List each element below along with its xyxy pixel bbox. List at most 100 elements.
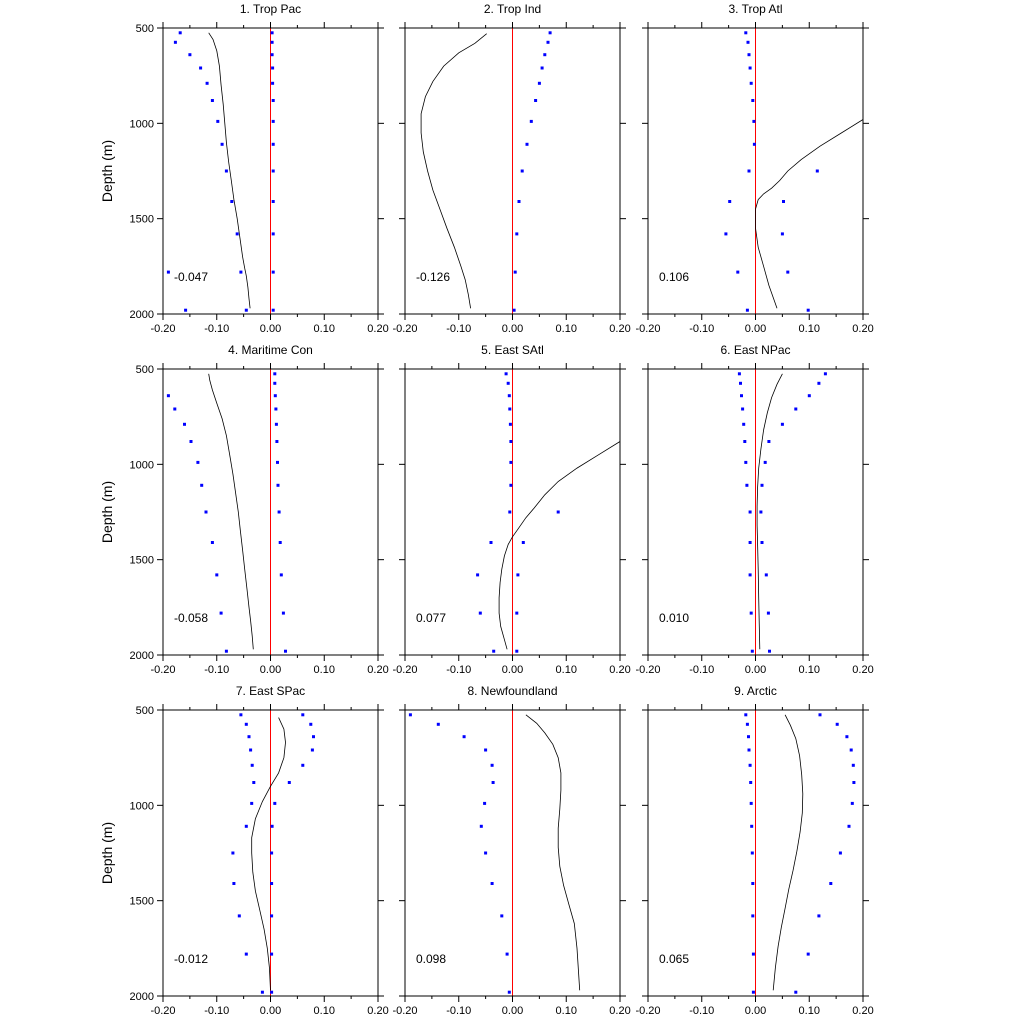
panel-stat: 0.065	[659, 952, 689, 966]
data-point	[166, 270, 170, 274]
x-tick-label: -0.10	[446, 323, 471, 335]
data-point	[271, 270, 275, 274]
data-point	[746, 40, 750, 44]
x-tick-label: 0.00	[502, 323, 523, 335]
data-point	[520, 169, 524, 173]
profile-line	[251, 717, 286, 991]
panel-6: -0.20 -0.10 0.00 0.10 0.20 6. East NPac 0.010	[635, 343, 873, 676]
x-tick-label: -0.10	[446, 664, 471, 676]
data-point	[751, 99, 755, 102]
data-point	[745, 308, 749, 312]
data-point	[270, 40, 274, 44]
y-axis-label: Depth (m)	[99, 822, 115, 884]
data-point	[507, 990, 511, 994]
x-tick-label: -0.10	[689, 1005, 714, 1017]
panel-stat: 0.106	[659, 270, 689, 284]
data-point	[517, 200, 521, 203]
data-point	[492, 649, 496, 653]
data-point	[237, 914, 241, 918]
data-point	[748, 541, 752, 544]
data-point	[188, 53, 192, 57]
data-point	[309, 722, 313, 726]
data-point	[484, 748, 488, 752]
data-point	[504, 372, 508, 376]
x-tick-label: 0.20	[852, 664, 873, 676]
data-point	[270, 53, 274, 57]
x-tick-label: 0.10	[556, 323, 577, 335]
data-point	[166, 394, 170, 398]
data-point	[507, 394, 511, 398]
y-tick-label: 500	[136, 705, 154, 717]
data-point	[764, 573, 768, 577]
data-point	[748, 510, 752, 514]
data-point	[173, 40, 177, 44]
data-point	[849, 748, 853, 752]
data-point	[232, 882, 236, 885]
data-point	[408, 713, 412, 717]
panel-stat: -0.012	[174, 952, 208, 966]
x-tick-label: 0.00	[260, 1005, 281, 1017]
data-point	[279, 573, 283, 577]
data-point	[244, 722, 248, 726]
x-tick-label: -0.10	[446, 1005, 471, 1017]
data-point	[807, 394, 811, 398]
data-point	[749, 611, 753, 615]
data-point	[748, 66, 752, 70]
panel-8: -0.20 -0.10 0.00 0.10 0.20 8. Newfoundland 0.0…	[392, 684, 630, 1017]
profile-line	[498, 441, 621, 650]
profile-line	[420, 33, 487, 309]
data-point	[244, 952, 248, 956]
data-point	[271, 232, 275, 236]
data-point	[271, 142, 275, 146]
data-point	[752, 142, 756, 146]
data-point	[760, 483, 764, 487]
data-point	[490, 882, 494, 885]
data-point	[276, 460, 279, 464]
data-point	[312, 735, 315, 739]
data-point	[508, 407, 512, 411]
data-point	[743, 440, 747, 443]
y-tick-label: 1500	[130, 896, 154, 908]
data-point	[178, 31, 182, 35]
data-point	[436, 722, 440, 726]
data-point	[845, 735, 849, 739]
profile-line	[208, 373, 254, 650]
data-point	[224, 169, 228, 173]
data-point	[270, 914, 274, 918]
data-point	[515, 611, 519, 615]
data-point	[760, 541, 764, 544]
x-tick-label: 0.00	[745, 664, 766, 676]
data-point	[747, 169, 751, 173]
data-point	[273, 372, 277, 376]
panel-stat: 0.010	[659, 611, 689, 625]
data-point	[244, 308, 248, 312]
data-point	[301, 763, 305, 767]
data-point	[250, 763, 254, 767]
panel-5: -0.20 -0.10 0.00 0.10 0.20 5. East SAtl 0.077	[392, 343, 630, 676]
profile-line	[756, 373, 783, 650]
data-point	[847, 824, 851, 828]
data-point	[829, 882, 833, 885]
data-point	[747, 735, 750, 739]
data-point	[815, 169, 819, 173]
data-point	[478, 611, 482, 615]
data-point	[235, 232, 239, 236]
data-point	[219, 611, 223, 615]
y-axis-label: Depth (m)	[99, 481, 115, 543]
y-tick-label: 500	[136, 364, 154, 376]
data-point	[462, 735, 466, 739]
data-point	[509, 460, 513, 464]
data-point	[270, 990, 274, 994]
data-point	[763, 460, 767, 464]
data-point	[509, 483, 513, 487]
data-point	[744, 713, 748, 717]
panel-7: -0.20 -0.10 0.00 0.10 0.20 500 1000 1500 2000 7. …	[99, 684, 389, 1017]
data-point	[247, 735, 251, 739]
x-tick-label: -0.10	[204, 323, 229, 335]
data-point	[749, 781, 753, 784]
panel-title: 7. East SPac	[236, 684, 305, 698]
data-point	[766, 611, 770, 615]
data-point	[239, 713, 243, 717]
x-tick-label: -0.10	[689, 664, 714, 676]
x-tick-label: 0.00	[502, 1005, 523, 1017]
